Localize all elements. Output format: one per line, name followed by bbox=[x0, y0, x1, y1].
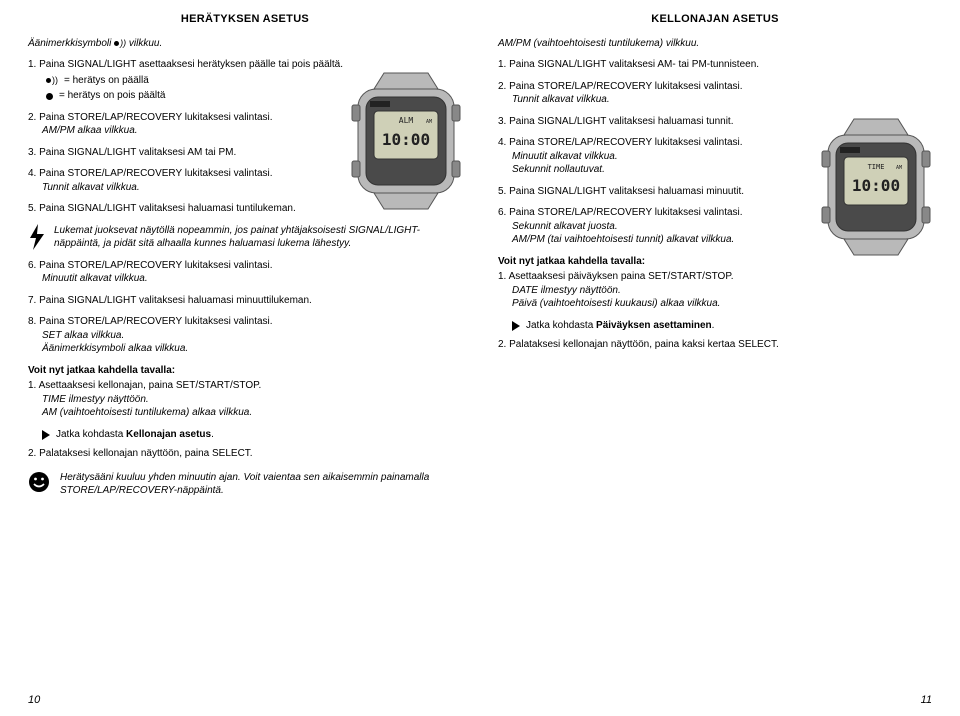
right-title: KELLONAJAN ASETUS bbox=[498, 12, 932, 27]
watch-right-line1: TIME bbox=[868, 163, 885, 171]
left-branch-2: 2. Palataksesi kellonajan näyttöön, pain… bbox=[28, 447, 462, 461]
branch-sub: TIME ilmestyy näyttöön. bbox=[42, 393, 462, 407]
step-text: 4. Paina STORE/LAP/RECOVERY lukitaksesi … bbox=[498, 137, 743, 148]
step-6: 6. Paina STORE/LAP/RECOVERY lukitaksesi … bbox=[28, 259, 462, 286]
step-text: 3. Paina SIGNAL/LIGHT valitaksesi AM tai… bbox=[28, 147, 236, 158]
watch-right-line2: 10:00 bbox=[852, 176, 900, 195]
bolt-icon bbox=[28, 224, 46, 250]
arrow-continue-left: Jatka kohdasta Kellonajan asetus. bbox=[42, 428, 462, 442]
right-branch: 1. Asettaaksesi päiväyksen paina SET/STA… bbox=[498, 270, 932, 311]
step-text: 8. Paina STORE/LAP/RECOVERY lukitaksesi … bbox=[28, 316, 273, 327]
step-sub: Äänimerkkisymboli alkaa vilkkua. bbox=[42, 342, 462, 356]
page-right: 11 bbox=[921, 693, 932, 708]
branch-text: 1. Asettaaksesi päiväyksen paina SET/STA… bbox=[498, 271, 734, 282]
step-text: 3. Paina SIGNAL/LIGHT valitaksesi haluam… bbox=[498, 116, 733, 127]
tip-text: Lukemat juoksevat näytöllä nopeammin, jo… bbox=[54, 224, 462, 251]
step-text: 5. Paina SIGNAL/LIGHT valitaksesi haluam… bbox=[498, 186, 744, 197]
left-lead: Äänimerkkisymboli )) vilkkuu. bbox=[28, 37, 462, 51]
sound-on-icon: )) bbox=[46, 76, 58, 85]
watch-left-line1: ALM bbox=[399, 116, 414, 125]
left-steps-cont: 6. Paina STORE/LAP/RECOVERY lukitaksesi … bbox=[28, 259, 462, 356]
watch-left-line2: 10:00 bbox=[382, 130, 430, 149]
final-tip-text: Herätysääni kuuluu yhden minuutin ajan. … bbox=[60, 471, 462, 498]
page-numbers: 10 11 bbox=[28, 693, 932, 708]
branch-sub: AM (vaihtoehtoisesti tuntilukema) alkaa … bbox=[42, 406, 462, 420]
left-column: HERÄTYKSEN ASETUS ALM bbox=[28, 12, 462, 689]
step-8: 8. Paina STORE/LAP/RECOVERY lukitaksesi … bbox=[28, 315, 462, 356]
sound-icon: )) bbox=[114, 39, 126, 48]
left-title: HERÄTYKSEN ASETUS bbox=[28, 12, 462, 27]
tip-bolt: Lukemat juoksevat näytöllä nopeammin, jo… bbox=[28, 224, 462, 251]
bullet-text: = herätys on päällä bbox=[64, 74, 149, 88]
step-text: 1. Paina SIGNAL/LIGHT asettaaksesi herät… bbox=[28, 59, 343, 70]
watch-illustration-left: ALM 10:00 AM bbox=[344, 71, 468, 211]
branch-2: 2. Palataksesi kellonajan näyttöön, pain… bbox=[28, 447, 462, 461]
branch-text: 2. Palataksesi kellonajan näyttöön, pain… bbox=[28, 448, 253, 459]
branch-sub: Päivä (vaihtoehtoisesti kuukausi) alkaa … bbox=[512, 297, 932, 311]
step-text: 2. Paina STORE/LAP/RECOVERY lukitaksesi … bbox=[28, 112, 273, 123]
sound-off-icon bbox=[46, 93, 53, 100]
svg-text:AM: AM bbox=[426, 119, 432, 125]
right-lead: AM/PM (vaihtoehtoisesti tuntilukema) vil… bbox=[498, 37, 932, 51]
right-column: KELLONAJAN ASETUS TIME bbox=[498, 12, 932, 689]
branch-1: 1. Asettaaksesi kellonajan, paina SET/ST… bbox=[28, 379, 462, 420]
lead-suffix: vilkkuu. bbox=[129, 38, 162, 49]
branch-text: 1. Asettaaksesi kellonajan, paina SET/ST… bbox=[28, 380, 261, 391]
right-branch-2: 2. Palataksesi kellonajan näyttöön, pain… bbox=[498, 338, 932, 352]
step-text: 6. Paina STORE/LAP/RECOVERY lukitaksesi … bbox=[498, 207, 743, 218]
step-sub: Minuutit alkavat vilkkua. bbox=[42, 272, 462, 286]
final-tip: Herätysääni kuuluu yhden minuutin ajan. … bbox=[28, 471, 462, 498]
arrow-text: Jatka kohdasta Päiväyksen asettaminen. bbox=[526, 319, 714, 333]
rbranch-2: 2. Palataksesi kellonajan näyttöön, pain… bbox=[498, 338, 932, 352]
step-sub: Tunnit alkavat vilkkua. bbox=[512, 93, 932, 107]
bullet-text: = herätys on pois päältä bbox=[59, 89, 165, 103]
step-text: 1. Paina SIGNAL/LIGHT valitaksesi AM- ta… bbox=[498, 59, 759, 70]
step-text: 5. Paina SIGNAL/LIGHT valitaksesi haluam… bbox=[28, 203, 296, 214]
rbranch-1: 1. Asettaaksesi päiväyksen paina SET/STA… bbox=[498, 270, 932, 311]
watch-illustration-right: TIME 10:00 AM bbox=[814, 117, 938, 257]
step-sub: SET alkaa vilkkua. bbox=[42, 329, 462, 343]
step-7: 7. Paina SIGNAL/LIGHT valitaksesi haluam… bbox=[28, 294, 462, 308]
step-text: 4. Paina STORE/LAP/RECOVERY lukitaksesi … bbox=[28, 168, 273, 179]
branch-sub: DATE ilmestyy näyttöön. bbox=[512, 284, 932, 298]
arrow-text: Jatka kohdasta Kellonajan asetus. bbox=[56, 428, 214, 442]
step-text: 6. Paina STORE/LAP/RECOVERY lukitaksesi … bbox=[28, 260, 273, 271]
step-text: 2. Paina STORE/LAP/RECOVERY lukitaksesi … bbox=[498, 81, 743, 92]
arrow-icon bbox=[42, 430, 50, 440]
lead-prefix: Äänimerkkisymboli bbox=[28, 38, 111, 49]
branch-head: Voit nyt jatkaa kahdella tavalla: bbox=[28, 364, 462, 378]
rstep-1: 1. Paina SIGNAL/LIGHT valitaksesi AM- ta… bbox=[498, 58, 932, 72]
step-text: 7. Paina SIGNAL/LIGHT valitaksesi haluam… bbox=[28, 295, 312, 306]
page-left: 10 bbox=[28, 693, 40, 708]
rstep-2: 2. Paina STORE/LAP/RECOVERY lukitaksesi … bbox=[498, 80, 932, 107]
arrow-continue-right: Jatka kohdasta Päiväyksen asettaminen. bbox=[512, 319, 932, 333]
left-branch: 1. Asettaaksesi kellonajan, paina SET/ST… bbox=[28, 379, 462, 420]
svg-text:AM: AM bbox=[896, 165, 902, 171]
branch-text: 2. Palataksesi kellonajan näyttöön, pain… bbox=[498, 339, 779, 350]
smile-icon bbox=[28, 471, 50, 493]
arrow-icon bbox=[512, 321, 520, 331]
